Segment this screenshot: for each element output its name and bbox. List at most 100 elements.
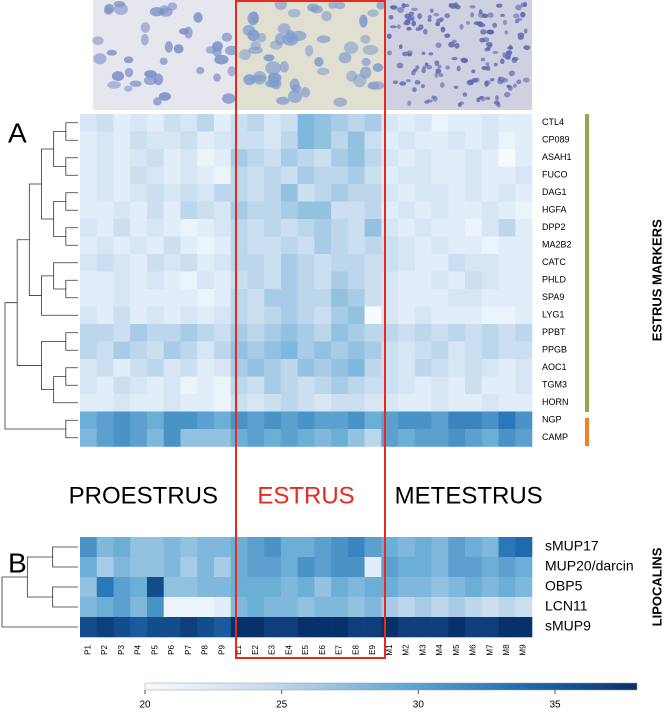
heatmap-cell <box>247 306 265 325</box>
heatmap-cell <box>96 219 114 237</box>
row-label: PPBT <box>542 327 566 337</box>
heatmap-cell <box>180 131 198 150</box>
heatmap-cell <box>314 306 332 325</box>
heatmap-cell <box>331 254 349 272</box>
heatmap-cell <box>247 429 265 447</box>
heatmap-cell <box>163 376 181 395</box>
heatmap-cell <box>180 376 198 395</box>
heatmap-cell <box>398 577 416 598</box>
heatmap-cell <box>515 617 533 638</box>
cell <box>248 46 263 54</box>
heatmap-cell <box>414 411 432 430</box>
cell <box>506 84 511 88</box>
heatmap-cell <box>381 271 399 290</box>
heatmap-cell <box>314 359 332 377</box>
column-label: E5 <box>301 645 310 655</box>
row-label: CP089 <box>542 135 570 145</box>
heatmap-cell <box>163 429 181 447</box>
cell <box>276 96 290 105</box>
heatmap-cell <box>80 306 98 325</box>
heatmap-cell <box>264 131 282 150</box>
panel-label: A <box>8 117 27 148</box>
cell <box>129 80 142 87</box>
heatmap-cell <box>146 324 165 342</box>
heatmap-cell <box>431 201 449 220</box>
column-label: P4 <box>134 645 143 655</box>
heatmap-cell <box>381 376 399 395</box>
heatmap-cell <box>347 184 365 202</box>
cell <box>438 73 444 78</box>
cell <box>173 44 184 54</box>
cell <box>479 37 485 43</box>
heatmap-cell <box>448 201 466 220</box>
heatmap-cell <box>364 429 382 447</box>
heatmap-cell <box>465 184 483 202</box>
heatmap-cell <box>247 271 265 290</box>
cell <box>397 7 404 13</box>
heatmap-cell <box>448 597 466 618</box>
heatmap-cell <box>465 341 483 360</box>
heatmap-cell <box>213 324 231 342</box>
cell <box>459 23 464 30</box>
heatmap-cell <box>297 289 315 307</box>
heatmap-cell <box>414 597 432 618</box>
cell <box>508 70 515 77</box>
heatmap-cell <box>180 219 198 237</box>
cell <box>415 27 421 32</box>
heatmap-cell <box>331 184 349 202</box>
heatmap-cell <box>146 617 165 638</box>
cell <box>287 89 303 103</box>
heatmap-cell <box>180 394 198 412</box>
heatmap-cell <box>481 411 499 430</box>
heatmap-cell <box>448 131 466 150</box>
heatmap-cell <box>146 289 165 307</box>
heatmap-cell <box>398 131 416 150</box>
heatmap-cell <box>431 236 449 255</box>
heatmap-cell <box>498 236 516 255</box>
heatmap-cell <box>331 359 349 377</box>
heatmap-cell <box>230 394 248 412</box>
cell <box>396 24 401 29</box>
heatmap-cell <box>364 306 382 325</box>
heatmap-cell <box>163 236 181 255</box>
heatmap-cell <box>247 236 265 255</box>
heatmap-cell <box>96 254 114 272</box>
estrus-highlight <box>235 0 386 659</box>
dendrogram-link <box>65 279 78 299</box>
dendrogram-link <box>4 302 66 430</box>
dendrogram-link <box>53 376 78 404</box>
cell <box>504 30 509 35</box>
cell <box>179 28 189 35</box>
heatmap-cell <box>515 359 533 377</box>
heatmap-cell <box>398 557 416 578</box>
cell <box>407 100 412 106</box>
heatmap-cell <box>465 597 483 618</box>
cell <box>523 45 531 50</box>
heatmap-cell <box>515 114 533 132</box>
row-label: DAG1 <box>542 187 567 197</box>
cell <box>214 54 229 65</box>
cell <box>398 44 403 50</box>
heatmap-cell <box>80 429 98 447</box>
dendrogram-link <box>53 262 78 290</box>
heatmap-cell <box>180 429 198 447</box>
heatmap-cell <box>381 557 399 578</box>
heatmap-cell <box>347 411 365 430</box>
heatmap-cell <box>431 271 449 290</box>
heatmap-cell <box>247 289 265 307</box>
heatmap-cell <box>80 201 98 220</box>
heatmap-cell <box>331 394 349 412</box>
dendrogram-link <box>65 332 78 351</box>
column-label: P5 <box>150 645 159 655</box>
heatmap-cell <box>414 376 432 395</box>
heatmap-cell <box>247 376 265 395</box>
heatmap-cell <box>498 341 516 360</box>
dendrogram-link <box>65 122 78 141</box>
heatmap-cell <box>163 537 181 558</box>
heatmap-cell <box>213 166 231 185</box>
heatmap-cell <box>481 184 499 202</box>
cell <box>338 52 352 64</box>
cell <box>417 13 422 20</box>
column-label: M5 <box>452 644 461 656</box>
cell <box>367 9 379 17</box>
